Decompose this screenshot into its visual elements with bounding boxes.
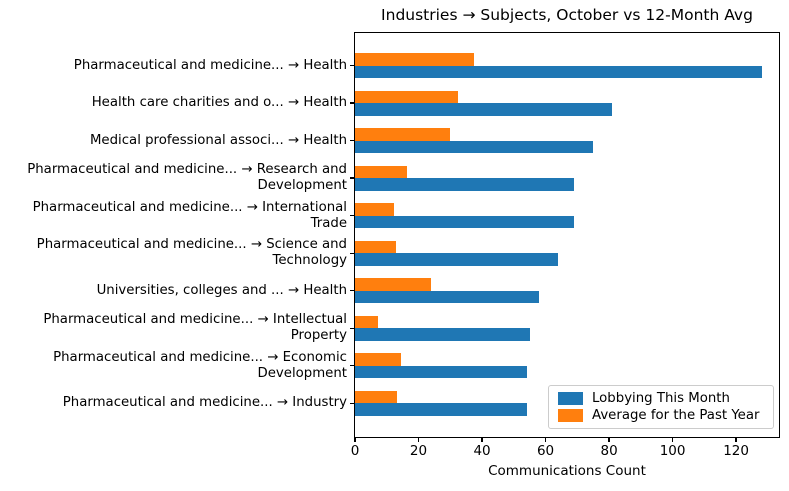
- bar-this-month: [355, 65, 762, 78]
- bar-this-month: [355, 290, 540, 304]
- y-category-label: Pharmaceutical and medicine... → Science…: [36, 236, 347, 269]
- bar-this-month: [355, 215, 575, 229]
- y-tick: [350, 215, 354, 217]
- y-category-label: Pharmaceutical and medicine... → Economi…: [53, 349, 347, 381]
- x-tick: [608, 438, 610, 442]
- y-tick: [350, 177, 354, 179]
- y-tick: [350, 402, 354, 404]
- x-tick: [417, 438, 420, 442]
- bar-past-year-avg: [355, 128, 450, 141]
- y-category-label: Health care charities and o... → Health: [91, 94, 347, 110]
- legend-label: Average for the Past Year: [592, 408, 760, 424]
- bar-past-year-avg: [355, 390, 398, 404]
- x-tick-label: 80: [600, 443, 618, 459]
- bar-this-month: [355, 328, 530, 341]
- y-tick: [350, 365, 354, 367]
- y-tick: [350, 327, 354, 329]
- bar-this-month: [355, 103, 613, 116]
- bar-past-year-avg: [355, 240, 396, 254]
- x-tick: [354, 438, 356, 442]
- x-tick-label: 120: [723, 443, 749, 459]
- y-tick: [350, 139, 354, 142]
- y-tick: [350, 290, 354, 292]
- plot-area: [354, 32, 780, 438]
- x-tick: [735, 438, 737, 442]
- y-category-label: Medical professional associ... → Health: [89, 132, 347, 148]
- bar-past-year-avg: [355, 165, 408, 179]
- x-tick-label: 20: [409, 443, 428, 459]
- y-tick: [350, 102, 354, 104]
- bar-this-month: [355, 403, 527, 416]
- bar-past-year-avg: [355, 90, 458, 104]
- y-category-label: Pharmaceutical and medicine... → Health: [73, 57, 347, 73]
- x-tick: [544, 438, 547, 442]
- bar-past-year-avg: [355, 278, 431, 291]
- y-category-label: Pharmaceutical and medicine... → Intelle…: [43, 311, 347, 344]
- legend-item: Lobbying This Month: [558, 391, 764, 406]
- y-category-label: Pharmaceutical and medicine... → Industr…: [62, 395, 347, 411]
- y-category-label: Universities, colleges and ... → Health: [96, 282, 347, 298]
- legend-item: Average for the Past Year: [558, 408, 764, 423]
- legend-swatch: [558, 409, 583, 423]
- bar-this-month: [355, 253, 559, 266]
- legend-swatch: [558, 391, 583, 405]
- x-axis-label: Communications Count: [488, 463, 646, 479]
- bar-past-year-avg: [355, 203, 395, 216]
- bar-past-year-avg: [355, 353, 402, 366]
- x-tick-label: 100: [659, 443, 686, 459]
- bar-this-month: [355, 140, 594, 154]
- bar-past-year-avg: [355, 53, 475, 66]
- x-tick: [671, 438, 674, 442]
- bar-this-month: [355, 365, 527, 379]
- legend-label: Lobbying This Month: [592, 390, 730, 406]
- y-category-label: Pharmaceutical and medicine... → Interna…: [32, 199, 347, 231]
- x-tick: [481, 438, 483, 442]
- x-tick-label: 40: [473, 443, 491, 459]
- chart-title: Industries → Subjects, October vs 12-Mon…: [381, 6, 753, 24]
- x-tick-label: 60: [536, 443, 555, 459]
- y-tick: [350, 64, 354, 67]
- y-category-label: Pharmaceutical and medicine... → Researc…: [27, 161, 347, 194]
- legend: Lobbying This Month Average for the Past …: [548, 385, 774, 429]
- bar-this-month: [355, 178, 575, 191]
- x-tick-label: 0: [350, 443, 360, 459]
- y-tick: [350, 252, 354, 254]
- bar-past-year-avg: [355, 315, 379, 329]
